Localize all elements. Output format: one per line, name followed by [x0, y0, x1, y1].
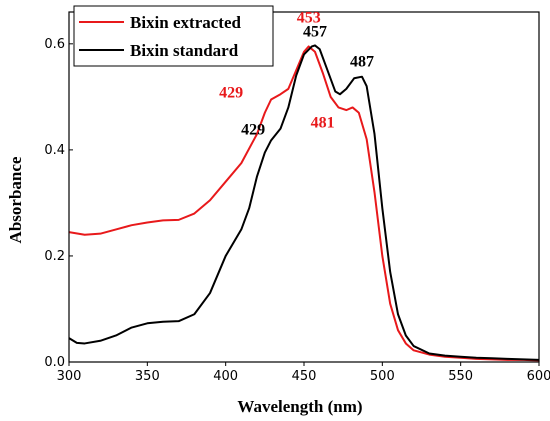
plot-lines	[68, 44, 540, 362]
y-tick-label: 0.2	[44, 249, 65, 264]
peak-label-453: 453	[297, 9, 321, 26]
peak-label-487: 487	[350, 54, 374, 71]
x-tick-label: 500	[370, 369, 395, 384]
y-tick-label: 0.6	[44, 37, 65, 52]
y-axis-ticks: 0.0 0.2 0.4 0.6	[44, 37, 73, 370]
legend: Bixin extracted Bixin standard	[73, 5, 274, 67]
legend-box	[73, 5, 274, 67]
x-tick-label: 550	[448, 369, 473, 384]
x-tick-label: 450	[292, 369, 317, 384]
y-tick-label: 0.0	[44, 355, 65, 370]
x-axis-title: Wavelength (nm)	[237, 397, 362, 416]
peak-label-457: 457	[303, 23, 327, 40]
y-axis-title: Absorbance	[6, 156, 25, 243]
series-line-extracted	[68, 45, 540, 362]
x-tick-label: 350	[135, 369, 160, 384]
x-axis-ticks: 300 350 400 450 500 550 600	[57, 362, 550, 384]
peak-label-429: 429	[219, 85, 243, 102]
legend-label-extracted: Bixin extracted	[130, 13, 241, 32]
peak-label-481: 481	[311, 114, 335, 131]
peak-annotations: 453 429 481 457 487 429	[219, 9, 374, 138]
series-line-standard	[68, 44, 540, 361]
x-tick-label: 300	[57, 369, 82, 384]
legend-label-standard: Bixin standard	[130, 41, 239, 60]
x-tick-label: 400	[213, 369, 238, 384]
y-tick-label: 0.4	[44, 143, 65, 158]
peak-label-429: 429	[241, 121, 265, 138]
x-tick-label: 600	[527, 369, 550, 384]
